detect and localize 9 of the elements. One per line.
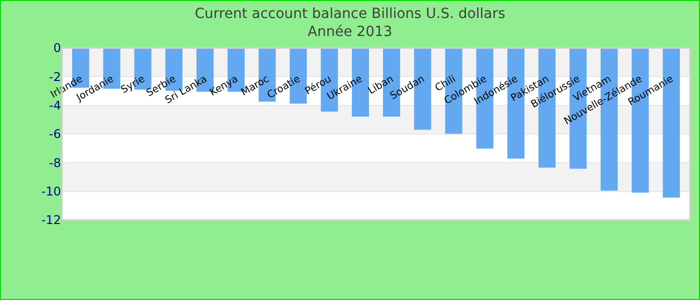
y-tick-label: -10 <box>41 184 61 199</box>
y-tick-label: -12 <box>41 213 61 228</box>
chart-subtitle: Année 2013 <box>308 24 392 40</box>
y-tick-label: -8 <box>49 156 61 170</box>
y-tick-label: -6 <box>49 127 61 142</box>
y-tick-label: 0 <box>53 41 61 56</box>
chart-title: Current account balance Billions U.S. dollars <box>194 6 506 22</box>
y-tick-label: -4 <box>49 98 61 113</box>
x-tick-label: Syrie <box>119 74 147 96</box>
